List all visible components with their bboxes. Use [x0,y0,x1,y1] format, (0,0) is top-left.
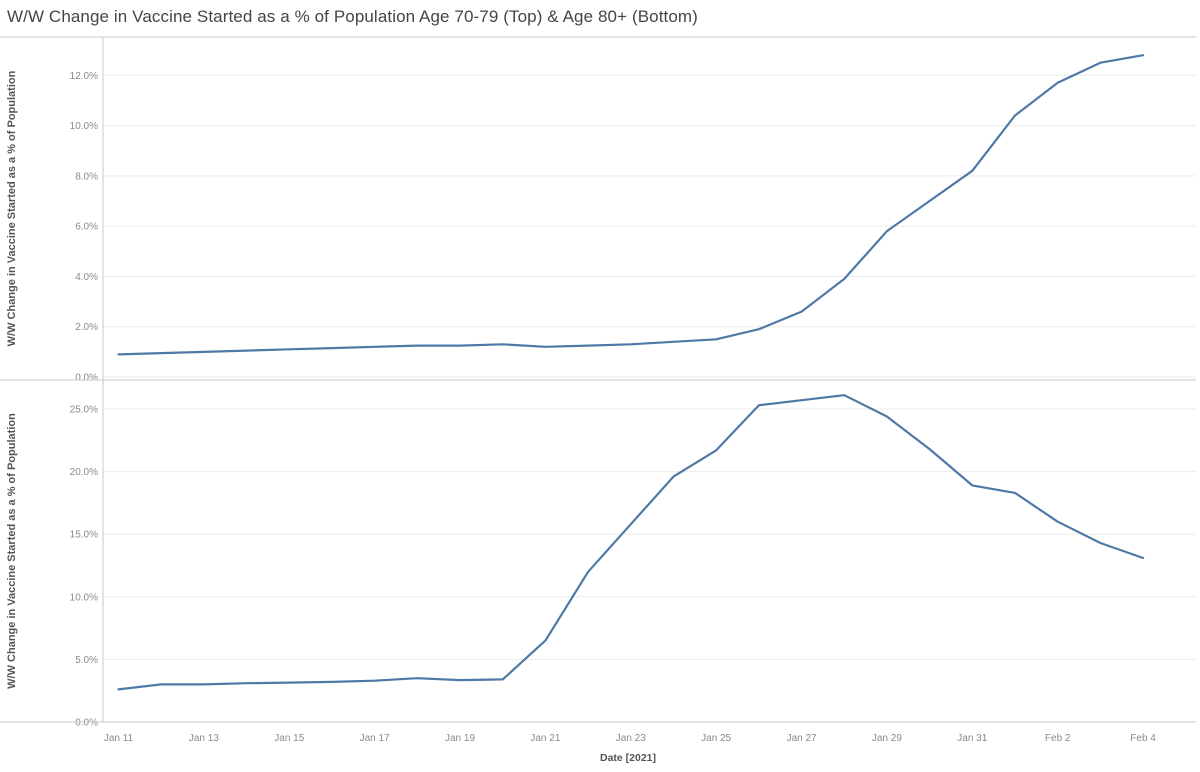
y-tick-label: 5.0% [75,655,98,666]
y-tick-label: 15.0% [70,530,98,541]
series-line-age-70-79[interactable] [117,54,1145,356]
y-tick-label: 0.0% [75,373,98,384]
x-axis: Jan 11 Jan 13 Jan 15 Jan 17 Jan 19 Jan 21 Jan … [104,733,1156,764]
y-tick-label: 2.0% [75,322,98,333]
x-tick-label: Feb 4 [1130,733,1156,744]
y-tick-label: 25.0% [70,405,98,416]
x-tick-label: Jan 11 [104,733,134,744]
x-tick-label: Jan 21 [530,733,560,744]
pane-bottom: 0.0% 5.0% 10.0% 15.0% 20.0% 25.0% W/W Change i… [6,394,1196,729]
x-tick-label: Feb 2 [1045,733,1071,744]
pane-top: 0.0% 2.0% 4.0% 6.0% 8.0% 10.0% 12.0% W/W Change… [6,54,1196,384]
x-axis-title: Date [2021] [600,752,656,764]
y-tick-label: 4.0% [75,272,98,283]
y-axis-title: W/W Change in Vaccine Started as a % of … [6,70,18,346]
x-tick-label: Jan 25 [701,733,731,744]
x-tick-label: Jan 17 [360,733,390,744]
x-tick-label: Jan 27 [787,733,817,744]
x-tick-label: Jan 31 [957,733,987,744]
y-tick-label: 12.0% [70,71,98,82]
series-line-age-80-plus[interactable] [117,394,1145,691]
x-tick-label: Jan 23 [616,733,646,744]
chart-title: W/W Change in Vaccine Started as a % of … [7,7,698,26]
x-tick-label: Jan 29 [872,733,902,744]
y-tick-label: 10.0% [70,121,98,132]
y-tick-label: 0.0% [75,718,98,729]
y-tick-label: 8.0% [75,171,98,182]
pane-borders [0,36,1196,723]
y-axis-title: W/W Change in Vaccine Started as a % of … [6,413,18,689]
x-tick-label: Jan 13 [189,733,219,744]
y-tick-label: 10.0% [70,592,98,603]
x-tick-label: Jan 15 [274,733,304,744]
x-tick-label: Jan 19 [445,733,475,744]
y-tick-label: 20.0% [70,467,98,478]
y-tick-label: 6.0% [75,222,98,233]
